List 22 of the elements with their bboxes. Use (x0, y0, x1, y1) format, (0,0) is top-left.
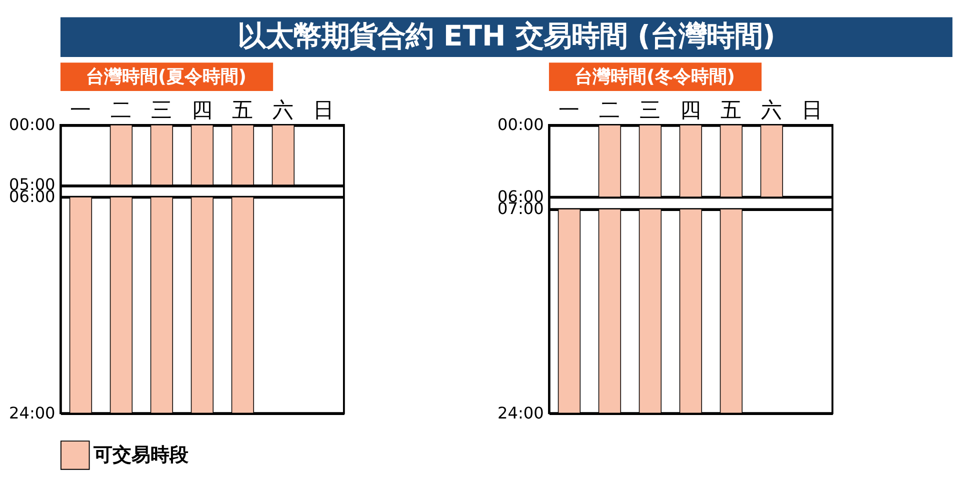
legend-label: 可交易時段 (92, 444, 190, 466)
x-tick-label: 日 (802, 98, 823, 122)
y-tick-label: 00:00 (498, 115, 544, 134)
x-tick-label: 三 (640, 98, 661, 122)
x-tick-label: 三 (151, 98, 172, 122)
text: 以太幣期貨合約 ETH 交易時間 (台灣時間) (238, 20, 776, 53)
y-tick-label: 00:00 (9, 115, 56, 134)
x-tick-label: 二 (110, 98, 132, 122)
x-tick-label: 日 (313, 98, 334, 122)
chart-subtitle: 台灣時間(冬令時間) (574, 66, 736, 88)
x-tick-label: 一 (558, 98, 580, 122)
x-tick-label: 四 (192, 98, 213, 122)
x-tick-label: 六 (272, 98, 294, 122)
x-tick-label: 五 (720, 98, 742, 122)
y-tick-label: 24:00 (9, 403, 56, 422)
x-tick-label: 六 (761, 98, 782, 122)
x-tick-label: 一 (70, 98, 92, 122)
x-tick-label: 四 (680, 98, 702, 122)
y-tick-label: 24:00 (498, 403, 544, 422)
x-tick-label: 二 (599, 98, 620, 122)
x-tick-label: 五 (232, 98, 254, 122)
chart-subtitle: 台灣時間(夏令時間) (86, 66, 246, 88)
